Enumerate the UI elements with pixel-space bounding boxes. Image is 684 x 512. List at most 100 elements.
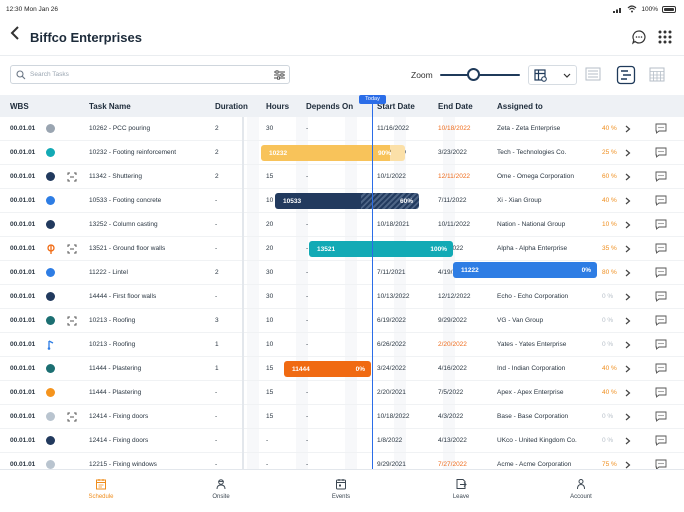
subtasks-icon[interactable] — [67, 412, 77, 422]
table-row[interactable]: 00.01.01 12414 - Fixing doors - - - 1/8/2022 4… — [0, 429, 684, 453]
task-name[interactable]: 13252 - Column casting — [89, 221, 158, 228]
chevron-right-icon[interactable] — [625, 293, 631, 301]
task-name[interactable]: 10262 - PCC pouring — [89, 125, 151, 132]
list-view-button[interactable] — [584, 65, 604, 85]
gantt-bar[interactable]: 11222 0% — [453, 262, 597, 278]
chevron-right-icon[interactable] — [625, 341, 631, 349]
task-name[interactable]: 11342 - Shuttering — [89, 173, 142, 180]
task-name[interactable]: 13521 - Ground floor walls — [89, 245, 166, 252]
chevron-right-icon[interactable] — [625, 221, 631, 229]
comment-icon[interactable] — [655, 315, 667, 326]
chevron-right-icon[interactable] — [625, 149, 631, 157]
task-name[interactable]: 10213 - Roofing — [89, 317, 136, 324]
subtasks-icon[interactable] — [67, 316, 77, 326]
task-start-date: 10/1/2022 — [377, 173, 406, 180]
table-row[interactable]: 00.01.01 10262 - PCC pouring 2 30 - 11/16/202… — [0, 117, 684, 141]
subtasks-icon[interactable] — [67, 172, 77, 182]
gantt-bar[interactable]: 13521 100% — [309, 241, 453, 257]
col-task-name[interactable]: Task Name — [89, 102, 131, 111]
chat-button[interactable] — [631, 29, 647, 45]
col-hours[interactable]: Hours — [266, 102, 290, 111]
task-name[interactable]: 12414 - Fixing doors — [89, 413, 149, 420]
gantt-bar[interactable]: 10232 90% — [261, 145, 405, 161]
milestone-icon — [47, 244, 55, 254]
comment-icon[interactable] — [655, 291, 667, 302]
search-input[interactable]: Search Tasks — [30, 71, 69, 78]
col-depends-on[interactable]: Depends On — [306, 102, 354, 111]
table-row[interactable]: 00.01.01 12215 - Fixing windows - - - 9/29/20… — [0, 453, 684, 469]
comment-icon[interactable] — [655, 363, 667, 374]
tab-leave[interactable]: Leave — [426, 478, 496, 500]
zoom-slider-handle[interactable] — [467, 68, 481, 81]
subtasks-icon[interactable] — [67, 244, 77, 254]
chevron-right-icon[interactable] — [625, 461, 631, 469]
task-name[interactable]: 10232 - Footing reinforcement — [89, 149, 177, 156]
chevron-right-icon[interactable] — [625, 125, 631, 133]
comment-icon[interactable] — [655, 243, 667, 254]
task-name[interactable]: 14444 - First floor walls — [89, 293, 157, 300]
table-row[interactable]: 00.01.01 10213 - Roofing 1 10 - 6/26/2022 2/20… — [0, 333, 684, 357]
col-start-date[interactable]: Start Date — [377, 102, 415, 111]
comment-icon[interactable] — [655, 195, 667, 206]
tab-events[interactable]: Events — [306, 478, 376, 500]
col-duration[interactable]: Duration — [215, 102, 248, 111]
tab-schedule[interactable]: Schedule — [66, 478, 136, 500]
chevron-right-icon[interactable] — [625, 413, 631, 421]
gantt-bar[interactable]: 11444 0% — [284, 361, 371, 377]
comment-icon[interactable] — [655, 171, 667, 182]
chevron-right-icon[interactable] — [625, 365, 631, 373]
comment-icon[interactable] — [655, 411, 667, 422]
apps-button[interactable] — [657, 29, 673, 45]
col-wbs[interactable]: WBS — [10, 102, 29, 111]
view-mode-select[interactable] — [528, 65, 577, 85]
col-end-date[interactable]: End Date — [438, 102, 473, 111]
task-name[interactable]: 10213 - Roofing — [89, 341, 136, 348]
chevron-right-icon[interactable] — [625, 173, 631, 181]
col-assigned-to[interactable]: Assigned to — [497, 102, 543, 111]
gantt-bar-percent: 0% — [581, 267, 591, 274]
zoom-slider[interactable] — [440, 74, 520, 76]
comment-icon[interactable] — [655, 219, 667, 230]
comment-icon[interactable] — [655, 123, 667, 134]
calendar-view-button[interactable] — [648, 65, 668, 85]
table-row[interactable]: 00.01.01 14444 - First floor walls - 30 - 10/… — [0, 285, 684, 309]
chevron-right-icon[interactable] — [625, 437, 631, 445]
gantt-bar[interactable]: 10533 60% — [275, 193, 419, 209]
task-name[interactable]: 11222 - Lintel — [89, 269, 128, 276]
table-row[interactable]: 00.01.01 13252 - Column casting - 20 - 10/18/… — [0, 213, 684, 237]
gantt-divider[interactable] — [242, 117, 244, 469]
gantt-view-button[interactable] — [616, 65, 636, 85]
task-name[interactable]: 12414 - Fixing doors — [89, 437, 149, 444]
task-name[interactable]: 12215 - Fixing windows — [89, 461, 157, 468]
search-box[interactable]: Search Tasks — [10, 65, 290, 84]
comment-icon[interactable] — [655, 435, 667, 446]
chevron-right-icon[interactable] — [625, 269, 631, 277]
table-row[interactable]: 00.01.01 11444 - Plastering - 15 - 2/20/2021 7… — [0, 381, 684, 405]
back-button[interactable] — [10, 26, 20, 44]
task-name[interactable]: 10533 - Footing concrete — [89, 197, 162, 204]
comment-icon[interactable] — [655, 267, 667, 278]
task-name[interactable]: 11444 - Plastering — [89, 389, 142, 396]
page-title: Biffco Enterprises — [30, 30, 142, 45]
comment-icon[interactable] — [655, 339, 667, 350]
tab-account[interactable]: Account — [546, 478, 616, 500]
comment-icon[interactable] — [655, 459, 667, 469]
task-end-date: 9/29/2022 — [438, 317, 467, 324]
table-row[interactable]: 00.01.01 11342 - Shuttering 2 15 - 10/1/2022 1… — [0, 165, 684, 189]
table-row[interactable]: 00.01.01 10213 - Roofing 3 10 - 6/19/2022 9/29… — [0, 309, 684, 333]
task-name[interactable]: 11444 - Plastering — [89, 365, 142, 372]
chevron-right-icon[interactable] — [625, 197, 631, 205]
filter-sliders-icon[interactable] — [274, 70, 285, 80]
comment-icon[interactable] — [655, 387, 667, 398]
comment-icon[interactable] — [655, 147, 667, 158]
chevron-right-icon[interactable] — [625, 389, 631, 397]
status-dot — [46, 316, 55, 325]
tab-onsite[interactable]: Onsite — [186, 478, 256, 500]
status-dot — [46, 220, 55, 229]
chevron-right-icon[interactable] — [625, 245, 631, 253]
task-start-date: 2/20/2021 — [377, 389, 406, 396]
table-row[interactable]: 00.01.01 12414 - Fixing doors - 15 - 10/18/20… — [0, 405, 684, 429]
task-depends-on: - — [306, 317, 309, 324]
chevron-right-icon[interactable] — [625, 317, 631, 325]
